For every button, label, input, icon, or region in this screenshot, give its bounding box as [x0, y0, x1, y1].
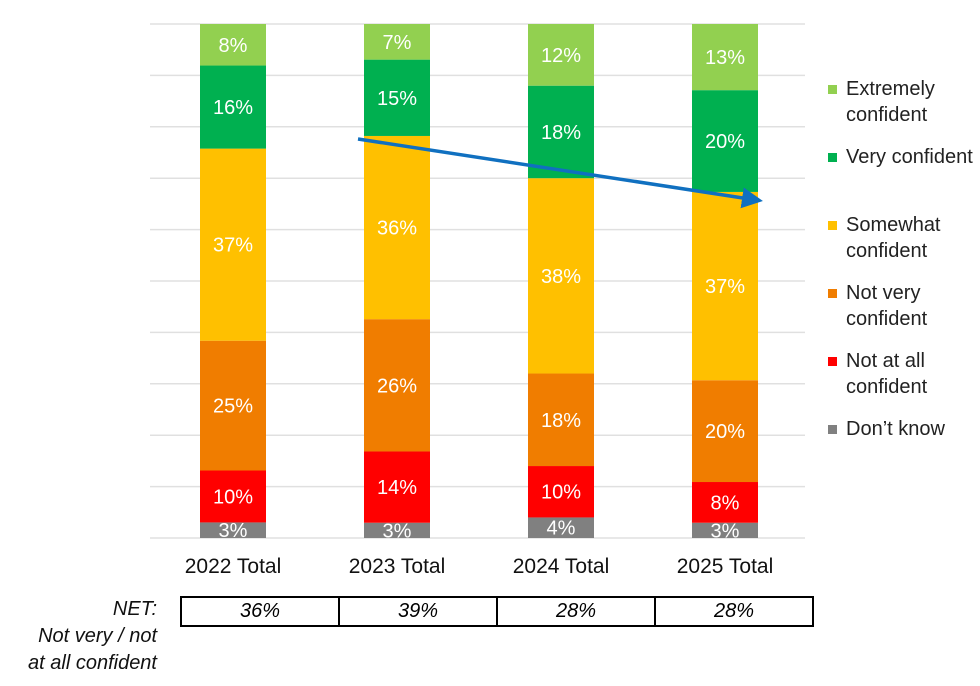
net-cell: 36%: [239, 600, 281, 622]
legend-swatch: [828, 357, 837, 366]
net-cell: 28%: [496, 598, 654, 625]
data-label: 20%: [705, 131, 745, 153]
bar-segment: [364, 135, 430, 320]
data-label: 18%: [541, 122, 581, 144]
data-label: 3%: [383, 520, 412, 542]
bar-segment: [364, 319, 430, 452]
data-label: 13%: [705, 47, 745, 69]
legend-swatch: [828, 425, 837, 434]
legend-item: Not at all confident: [828, 348, 978, 414]
bar-segment: [200, 340, 266, 471]
x-tick-label: 2025 Total: [677, 555, 774, 578]
bar-segment: [200, 65, 266, 149]
legend-item: Very confident: [828, 144, 978, 210]
bar-segment: [692, 380, 758, 483]
net-label-line: Not very / not: [38, 625, 157, 647]
data-label: 37%: [705, 276, 745, 298]
data-label: 8%: [219, 35, 248, 57]
net-cell: 39%: [338, 598, 496, 625]
legend-swatch: [828, 289, 837, 298]
legend-item: Not very confident: [828, 280, 978, 346]
bar-segment: [200, 148, 266, 341]
net-table: 36% 39% 28% 28%: [180, 596, 814, 627]
x-tick-label: 2023 Total: [349, 555, 446, 578]
data-label: 3%: [219, 520, 248, 542]
legend-swatch: [828, 221, 837, 230]
bar-segment: [528, 466, 594, 518]
legend-label: Don’t know: [846, 418, 945, 440]
data-label: 16%: [213, 97, 253, 119]
legend: Extremely confident Very confident Somew…: [828, 76, 978, 448]
bar-segment: [364, 522, 430, 538]
net-label: NET: Not very / not at all confident: [0, 596, 157, 677]
bar-segment: [528, 517, 594, 538]
legend-item: Don’t know: [828, 416, 978, 446]
data-label: 10%: [541, 482, 581, 504]
legend-label: Not at all confident: [846, 350, 928, 398]
data-label: 38%: [541, 266, 581, 288]
data-label: 10%: [213, 486, 253, 508]
data-label: 37%: [213, 235, 253, 257]
data-label: 14%: [377, 477, 417, 499]
data-label: 20%: [705, 421, 745, 443]
bar-segment: [528, 373, 594, 467]
data-label: 7%: [383, 32, 412, 54]
legend-swatch: [828, 153, 837, 162]
trend-arrow: [357, 137, 763, 209]
data-label: 3%: [711, 520, 740, 542]
bar-segment: [692, 191, 758, 381]
data-label: 8%: [711, 492, 740, 514]
data-label: 15%: [377, 88, 417, 110]
legend-item: Extremely confident: [828, 76, 978, 142]
legend-label: Somewhat confident: [846, 214, 941, 262]
bar-segment: [364, 59, 430, 136]
data-label: 25%: [213, 396, 253, 418]
data-label: 18%: [541, 410, 581, 432]
bar-segment: [200, 470, 266, 523]
data-label: 4%: [547, 518, 576, 540]
bar-segment: [692, 522, 758, 538]
bar-segment: [200, 24, 266, 66]
net-label-line: NET:: [112, 598, 157, 620]
bar-segment: [200, 522, 266, 538]
bar-segment: [528, 178, 594, 374]
bar-segment: [364, 24, 430, 60]
bar-segment: [528, 24, 594, 86]
net-label-line: at all confident: [28, 652, 157, 674]
legend-label: Not very confident: [846, 282, 928, 330]
bar-segment: [364, 451, 430, 523]
bar-segment: [692, 482, 758, 523]
bar-segment: [692, 24, 758, 91]
legend-label: Extremely confident: [846, 78, 935, 126]
legend-swatch: [828, 85, 837, 94]
data-label: 12%: [541, 45, 581, 67]
legend-item: Somewhat confident: [828, 212, 978, 278]
x-tick-label: 2022 Total: [185, 555, 282, 578]
net-cell: 28%: [654, 598, 812, 625]
bar-segment: [692, 90, 758, 192]
data-label: 36%: [377, 218, 417, 240]
bar-segment: [528, 85, 594, 179]
legend-label: Very confident: [846, 146, 973, 168]
x-tick-label: 2024 Total: [513, 555, 610, 578]
data-label: 26%: [377, 375, 417, 397]
